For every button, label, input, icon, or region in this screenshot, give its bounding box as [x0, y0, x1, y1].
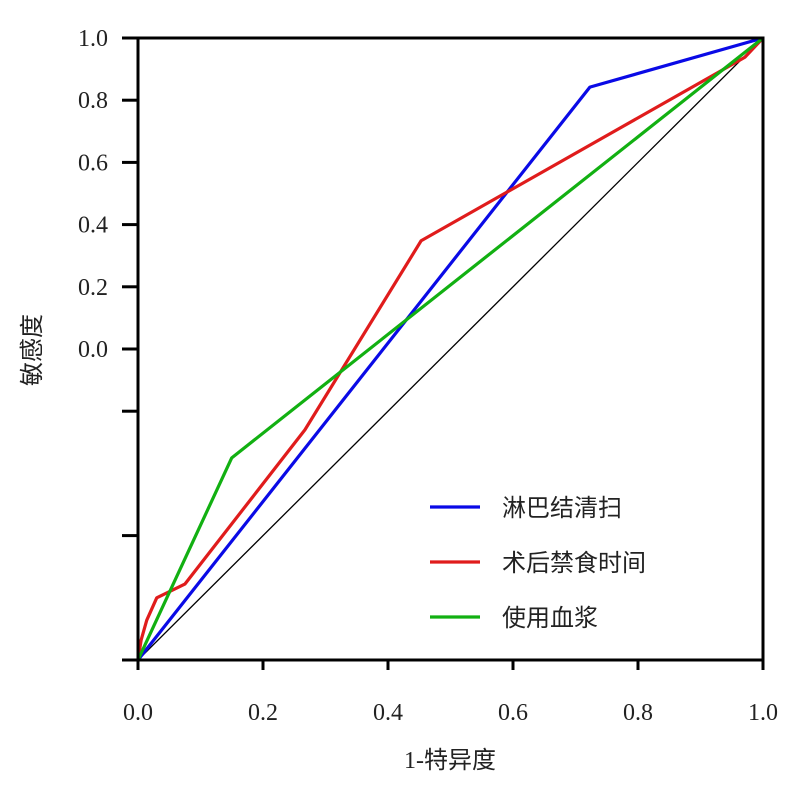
series-line [136, 36, 764, 661]
legend-label: 淋巴结清扫 [502, 495, 622, 522]
y-tick-label: 0.6 [78, 150, 108, 176]
x-tick-label: 0.2 [248, 700, 278, 726]
legend-label: 使用血浆 [502, 605, 598, 632]
x-tick-label: 0.6 [498, 700, 528, 726]
y-tick-label: 0.4 [78, 213, 108, 239]
x-tick-label: 0.8 [623, 700, 653, 726]
x-axis-label: 1-特异度 [404, 747, 496, 774]
y-tick-label: 0.8 [78, 88, 108, 114]
x-tick-label: 0.0 [123, 700, 153, 726]
legend-label: 术后禁食时间 [502, 550, 646, 577]
plot-frame [136, 36, 765, 662]
y-tick-label: 0.2 [78, 275, 108, 301]
x-tick-label: 0.4 [373, 700, 403, 726]
y-tick-label: 1.0 [78, 26, 108, 52]
series-line [136, 36, 764, 661]
series-line [136, 36, 765, 661]
reference-line [137, 37, 764, 661]
y-tick-label: 0.0 [78, 337, 108, 363]
x-tick-label: 1.0 [748, 700, 778, 726]
y-axis-label: 敏感度 [19, 314, 46, 386]
